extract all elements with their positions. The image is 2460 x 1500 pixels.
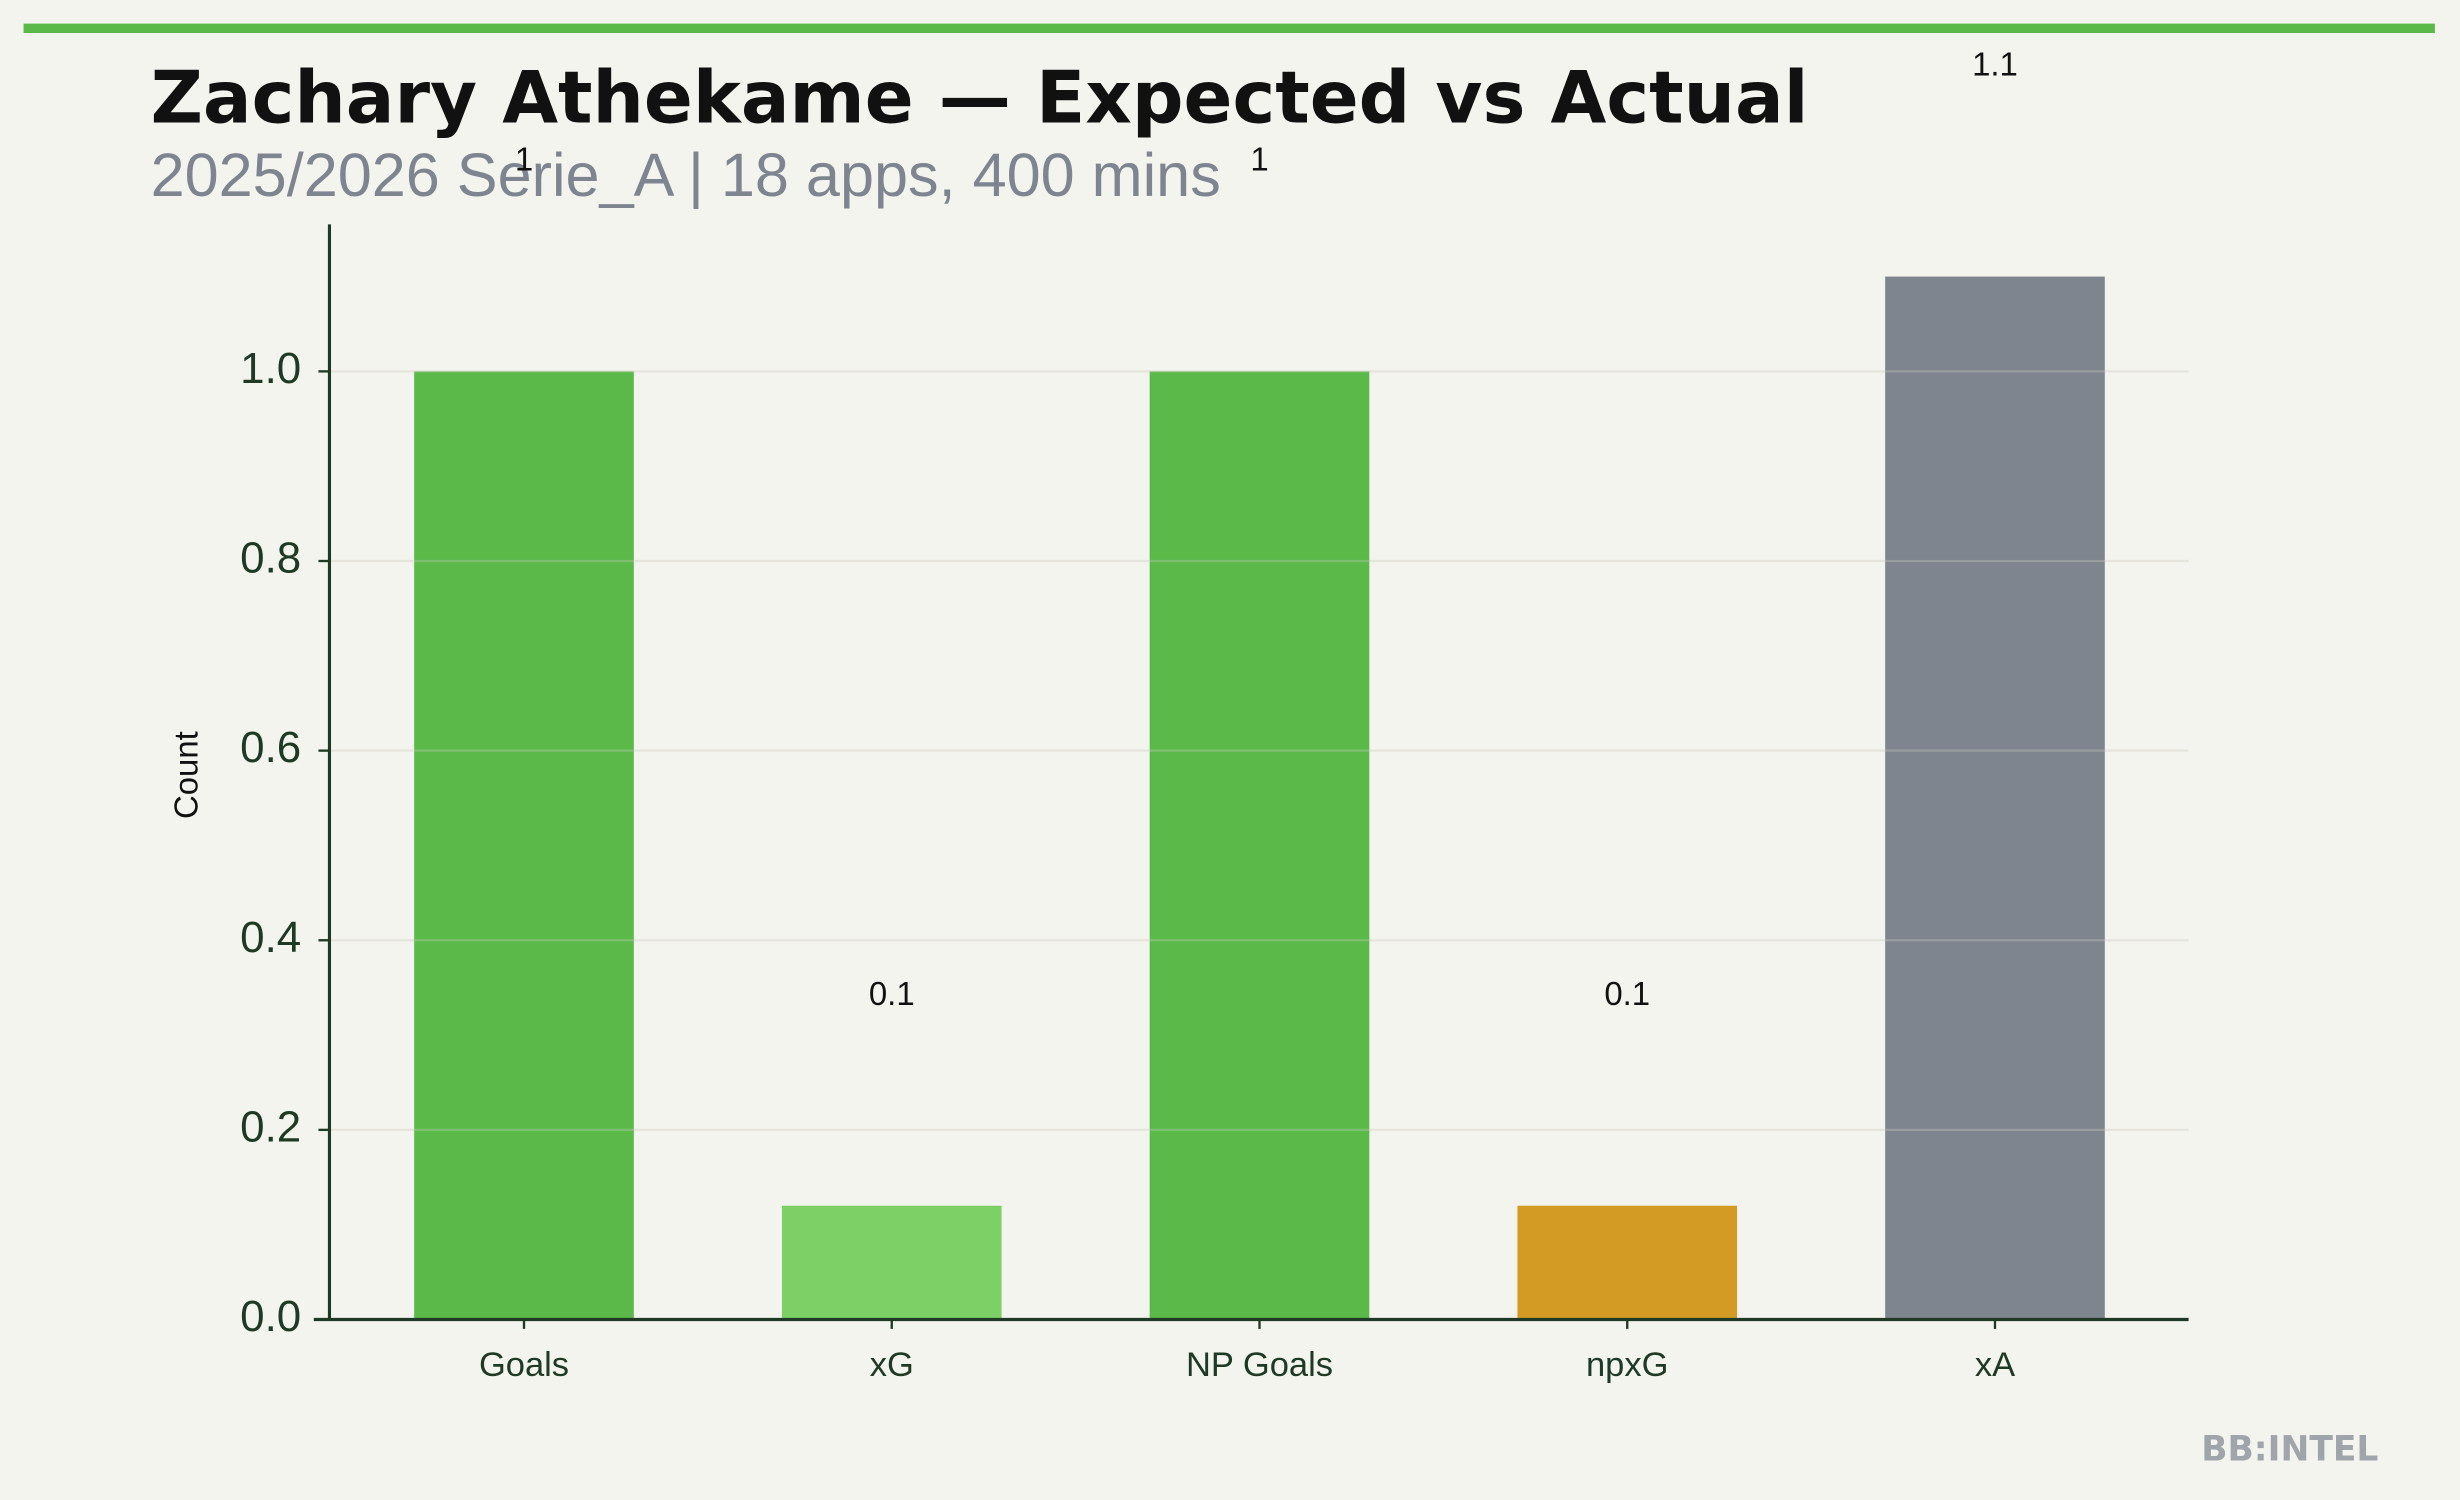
x-tick-label: xG bbox=[870, 1346, 914, 1384]
value-label: 1 bbox=[1250, 141, 1268, 178]
chart-subtitle: 2025/2026 Serie_A | 18 apps, 400 mins bbox=[151, 141, 1221, 209]
accent-line bbox=[23, 23, 2435, 34]
x-tick-label: xA bbox=[1975, 1346, 2015, 1384]
y-tick-label: 0.4 bbox=[240, 913, 301, 962]
watermark: BB:INTEL bbox=[2201, 1430, 2378, 1470]
value-label: 1 bbox=[515, 141, 533, 178]
x-tick-label: npxG bbox=[1586, 1346, 1668, 1384]
x-tick-label: NP Goals bbox=[1186, 1346, 1333, 1384]
bar bbox=[1149, 371, 1370, 1320]
y-tick-label: 0.2 bbox=[240, 1102, 301, 1151]
y-axis-label: Count bbox=[168, 731, 205, 819]
bar bbox=[781, 1205, 1002, 1320]
chart-title: Zachary Athekame — Expected vs Actual bbox=[151, 56, 1809, 140]
y-tick-label: 0.6 bbox=[240, 723, 301, 772]
value-label: 0.1 bbox=[869, 975, 915, 1012]
y-tick-label: 1.0 bbox=[240, 344, 301, 393]
bar bbox=[1885, 276, 2105, 1320]
bar bbox=[1517, 1205, 1738, 1320]
value-label: 0.1 bbox=[1604, 975, 1650, 1012]
y-tick-label: 0.0 bbox=[240, 1292, 301, 1341]
y-tick-label: 0.8 bbox=[240, 534, 301, 583]
value-label: 1.1 bbox=[1972, 46, 2018, 83]
bar bbox=[414, 371, 634, 1320]
x-tick-label: Goals bbox=[479, 1346, 569, 1384]
